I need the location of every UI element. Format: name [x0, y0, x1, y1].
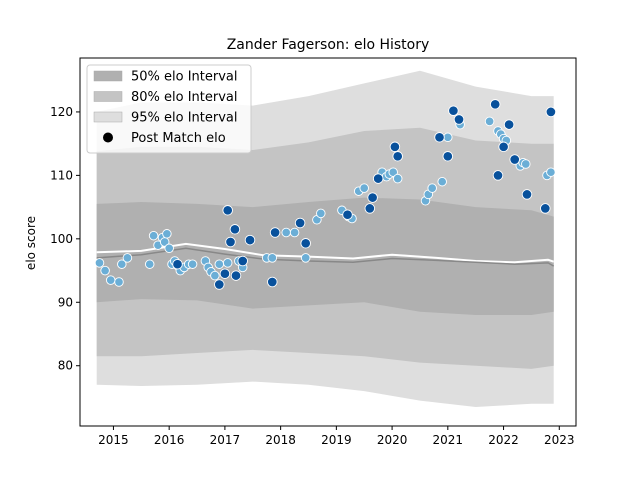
light-point — [162, 229, 172, 239]
light-point — [300, 253, 311, 263]
legend-label: 80% elo Interval — [131, 90, 238, 105]
dark-point — [294, 217, 306, 229]
dark-point — [492, 170, 504, 181]
x-tick-label: 2020 — [377, 433, 408, 447]
light-point — [214, 259, 225, 269]
x-tick-label: 2018 — [265, 433, 296, 447]
mean-line — [96, 247, 555, 267]
dark-point — [448, 105, 459, 116]
legend-label: 95% elo Interval — [131, 111, 238, 126]
dark-point — [509, 154, 520, 165]
y-tick-label: 120 — [50, 105, 73, 119]
x-tick-label: 2021 — [433, 433, 464, 447]
light-point — [388, 167, 398, 177]
dark-point — [222, 205, 233, 216]
x-tick-label: 2015 — [98, 433, 129, 447]
x-tick-label: 2023 — [544, 433, 575, 447]
dark-point — [230, 270, 242, 281]
y-tick-label: 80 — [58, 359, 73, 373]
x-tick-label: 2017 — [210, 433, 241, 447]
dark-point — [489, 99, 501, 110]
legend: 50% elo Interval 80% elo Interval 95% elo … — [86, 64, 252, 154]
light-point — [359, 183, 369, 193]
legend-marker — [103, 132, 113, 143]
y-tick-label: 100 — [50, 232, 73, 246]
legend-label: 50% elo Interval — [131, 70, 238, 85]
x-tick-label: 2016 — [154, 433, 185, 447]
light-point — [105, 275, 116, 285]
light-point — [392, 173, 403, 184]
light-point — [122, 253, 133, 263]
dark-point — [540, 203, 551, 214]
chart-title: Zander Fagerson: elo History — [227, 37, 430, 53]
dark-point — [503, 119, 515, 130]
light-point — [187, 259, 198, 269]
dark-point — [219, 268, 231, 279]
plot-area: 2015 2016 2017 2018 2019 2020 2021 2022 2023 80 90… — [50, 57, 577, 447]
x-tick-label: 2019 — [321, 433, 352, 447]
dark-point — [367, 192, 378, 203]
light-point — [94, 258, 105, 268]
light-point — [114, 277, 124, 287]
dark-point — [389, 141, 401, 153]
dark-point — [269, 227, 281, 238]
legend-swatch — [93, 70, 123, 82]
dark-point — [244, 234, 256, 246]
dark-point — [342, 209, 353, 220]
light-point — [427, 183, 437, 193]
y-tick-label: 110 — [50, 168, 73, 182]
light-point — [484, 116, 495, 127]
light-point — [148, 230, 159, 241]
y-axis-label: elo score — [24, 216, 38, 270]
light-point — [210, 270, 220, 281]
axes-frame — [79, 57, 577, 427]
dark-point — [267, 276, 278, 288]
light-point — [316, 208, 326, 219]
light-point — [289, 227, 300, 238]
light-point — [437, 176, 447, 187]
dark-point — [229, 224, 241, 235]
legend-box — [86, 64, 252, 154]
band-50 — [96, 197, 554, 315]
dark-point — [442, 151, 454, 162]
legend-swatch — [93, 111, 123, 123]
dark-point — [545, 106, 557, 118]
light-point — [546, 167, 556, 177]
y-tick-label: 90 — [58, 295, 73, 309]
dark-point — [498, 141, 509, 153]
light-point — [144, 259, 155, 269]
light-point — [117, 259, 127, 269]
dark-point — [172, 258, 183, 270]
light-point — [100, 265, 110, 276]
light-point — [443, 132, 453, 143]
dark-point — [453, 114, 465, 125]
dark-point — [225, 236, 236, 248]
light-point — [222, 258, 233, 268]
plot-inner — [94, 70, 557, 407]
dark-point — [372, 173, 384, 184]
dark-point — [364, 203, 376, 214]
dark-point — [434, 132, 445, 143]
legend-swatch — [93, 91, 123, 102]
dark-point — [214, 279, 225, 290]
light-point — [267, 253, 278, 263]
dark-point — [521, 189, 533, 200]
dark-point — [300, 238, 311, 249]
light-point — [164, 243, 174, 254]
light-point — [521, 159, 531, 169]
dark-point — [392, 151, 403, 162]
median-line — [96, 242, 555, 264]
dark-point — [237, 255, 248, 267]
light-point — [281, 227, 291, 238]
x-tick-label: 2022 — [488, 433, 519, 447]
legend-label: Post Match elo — [131, 131, 226, 146]
